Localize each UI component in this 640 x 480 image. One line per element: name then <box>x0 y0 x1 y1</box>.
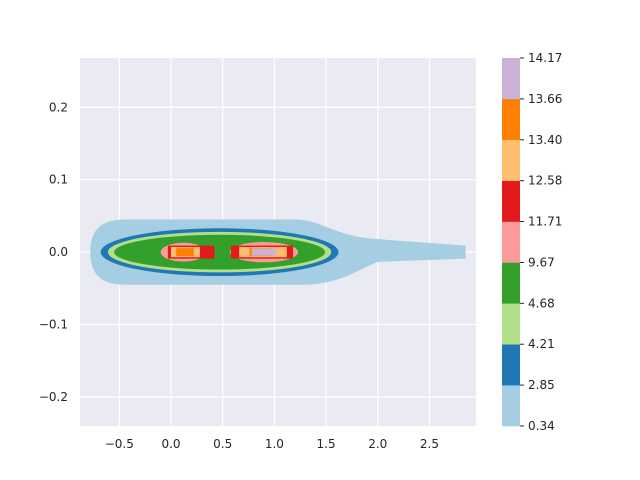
colorbar-segment <box>502 385 520 427</box>
colorbar-tick-label: 11.71 <box>528 215 562 229</box>
x-tick-label: 2.5 <box>420 437 439 451</box>
x-tick-label: 1.0 <box>265 437 284 451</box>
x-tick-label: 2.0 <box>368 437 387 451</box>
y-tick-label: 0.1 <box>49 173 68 187</box>
y-tick-label: 0.0 <box>49 245 68 259</box>
colorbar-segment <box>502 221 520 263</box>
colorbar-tick-label: 9.67 <box>528 255 555 269</box>
colorbar-segment <box>502 139 520 181</box>
colorbar-tick-label: 12.58 <box>528 174 562 188</box>
colorbar-tick-label: 14.17 <box>528 51 562 65</box>
colorbar-segment <box>502 58 520 100</box>
y-axis-ticks: −0.2 −0.1 0.0 0.1 0.2 <box>39 100 68 404</box>
x-tick-label: 0.5 <box>213 437 232 451</box>
contour-level-7 <box>176 248 194 257</box>
colorbar-tick-label: 4.68 <box>528 296 555 310</box>
contour-regions <box>90 219 466 285</box>
x-tick-label: 1.5 <box>317 437 336 451</box>
colorbar-segment <box>502 262 520 304</box>
y-tick-label: −0.1 <box>39 318 68 332</box>
colorbar-segment <box>502 303 520 345</box>
colorbar-segment <box>502 180 520 222</box>
colorbar-tick-label: 4.21 <box>528 337 555 351</box>
colorbar-tick-label: 2.85 <box>528 378 555 392</box>
y-tick-label: −0.2 <box>39 390 68 404</box>
colorbar-tick-label: 13.66 <box>528 92 562 106</box>
colorbar-tick-label: 13.40 <box>528 133 562 147</box>
contour-level-8 <box>251 248 277 256</box>
y-tick-label: 0.2 <box>49 100 68 114</box>
x-tick-label: 0.0 <box>161 437 180 451</box>
colorbar <box>502 58 520 427</box>
colorbar-segment <box>502 344 520 386</box>
colorbar-segment <box>502 98 520 141</box>
colorbar-tick-label: 0.34 <box>528 419 555 433</box>
x-axis-ticks: −0.5 0.0 0.5 1.0 1.5 2.0 2.5 <box>105 437 439 451</box>
colorbar-ticks: 0.34 2.85 4.21 4.68 9.67 11.71 12.58 13.40 13.66… <box>520 51 562 433</box>
x-tick-label: −0.5 <box>105 437 134 451</box>
